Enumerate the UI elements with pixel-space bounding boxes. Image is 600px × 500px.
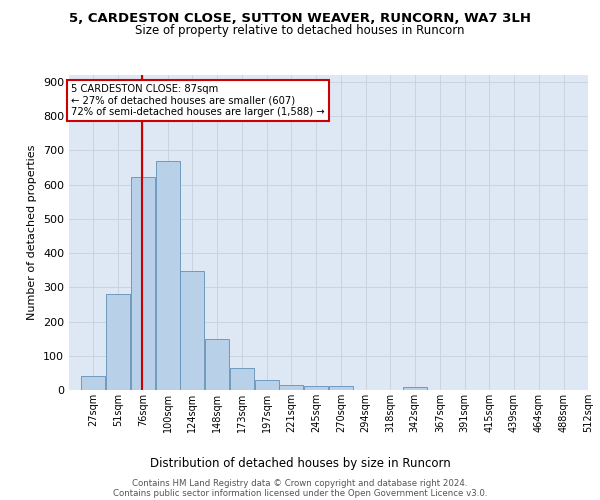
Y-axis label: Number of detached properties: Number of detached properties: [28, 145, 37, 320]
Text: Contains public sector information licensed under the Open Government Licence v3: Contains public sector information licen…: [113, 489, 487, 498]
Bar: [205, 340, 229, 390]
Text: 5, CARDESTON CLOSE, SUTTON WEAVER, RUNCORN, WA7 3LH: 5, CARDESTON CLOSE, SUTTON WEAVER, RUNCO…: [69, 12, 531, 26]
Bar: [403, 386, 427, 390]
Bar: [304, 386, 328, 390]
Bar: [280, 385, 303, 390]
Bar: [106, 294, 130, 390]
Bar: [131, 177, 155, 390]
Text: 5 CARDESTON CLOSE: 87sqm
← 27% of detached houses are smaller (607)
72% of semi-: 5 CARDESTON CLOSE: 87sqm ← 27% of detach…: [71, 84, 325, 117]
Bar: [230, 368, 254, 390]
Bar: [329, 386, 353, 390]
Bar: [255, 380, 279, 390]
Bar: [181, 271, 205, 390]
Text: Contains HM Land Registry data © Crown copyright and database right 2024.: Contains HM Land Registry data © Crown c…: [132, 479, 468, 488]
Text: Size of property relative to detached houses in Runcorn: Size of property relative to detached ho…: [135, 24, 465, 37]
Bar: [82, 376, 106, 390]
Text: Distribution of detached houses by size in Runcorn: Distribution of detached houses by size …: [149, 458, 451, 470]
Bar: [156, 160, 180, 390]
